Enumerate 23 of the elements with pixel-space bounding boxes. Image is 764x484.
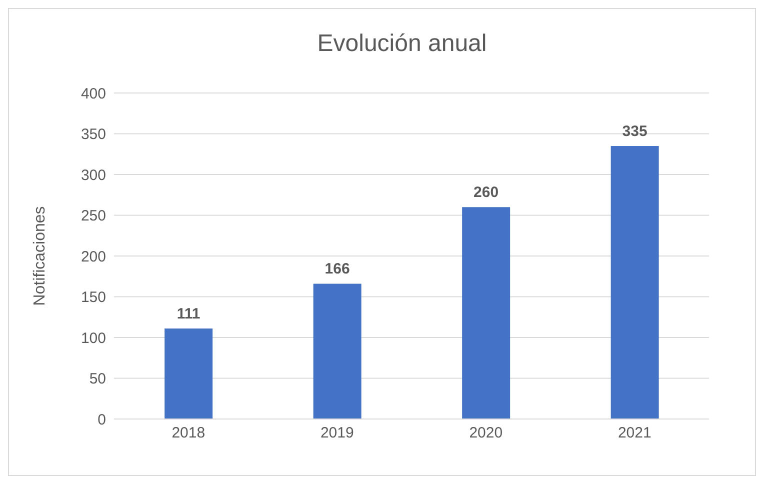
bar (164, 328, 213, 419)
x-tick-label: 2019 (320, 424, 354, 442)
y-axis-title: Notificaciones (32, 206, 49, 306)
x-tick-label: 2021 (618, 424, 652, 442)
y-tick-label: 50 (89, 370, 106, 388)
y-tick-label: 350 (80, 126, 106, 144)
y-tick-label: 200 (80, 248, 106, 266)
x-tick-label: 2020 (469, 424, 503, 442)
chart-title: Evolución anual (316, 29, 488, 59)
bar (313, 284, 362, 419)
bar (462, 207, 510, 419)
data-label: 260 (474, 184, 499, 202)
y-tick-label: 100 (80, 330, 106, 347)
y-tick-label: 0 (98, 411, 106, 428)
data-label: 335 (622, 122, 648, 140)
data-label: 166 (324, 260, 350, 278)
data-label: 111 (176, 306, 200, 323)
y-tick-label: 150 (80, 289, 106, 306)
y-tick-label: 250 (80, 208, 106, 225)
y-tick-label: 400 (80, 85, 106, 102)
x-tick-label: 2018 (172, 424, 206, 442)
bar (610, 146, 659, 419)
y-tick-label: 300 (80, 166, 106, 184)
